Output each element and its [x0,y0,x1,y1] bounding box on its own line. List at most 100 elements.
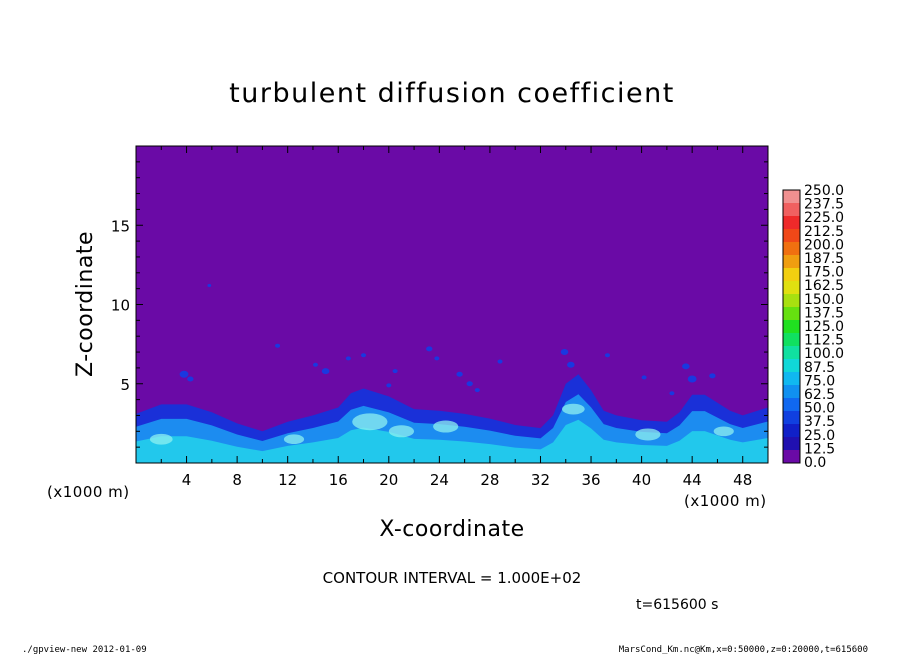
high-value-streak [635,428,661,441]
x-axis-ticks: 4 8 12 16 20 24 28 32 36 40 44 48 [160,146,752,489]
eddy-blob [275,343,281,348]
contour-interval-label: CONTOUR INTERVAL = 1.000E+02 [323,569,582,587]
colorbar-swatch [783,385,800,399]
eddy-blob [669,391,675,396]
eddy-blob [207,283,212,287]
x-axis-title: X-coordinate [379,517,524,542]
eddy-blob [560,349,569,356]
colorbar-frame [782,189,801,464]
x-tick-label: 12 [278,471,297,489]
colorbar-swatch [783,424,800,438]
colorbar-swatch [783,333,800,347]
colorbar-label: 200.0 [804,237,844,253]
eddy-blob [434,356,440,361]
high-value-streak [562,403,585,415]
x-tick-label: 36 [581,471,600,489]
colorbar-swatch [783,450,800,464]
x-tick-label: 20 [379,471,398,489]
high-value-streak [713,426,734,437]
eddy-blob [321,368,330,375]
colorbar-label: 25.0 [804,428,835,444]
colorbar-label: 12.5 [804,441,835,457]
colorbar: 250.0237.5225.0212.5200.0187.5175.0162.5… [782,183,844,471]
colorbar-label: 237.5 [804,197,844,213]
eddy-blob [466,381,473,387]
eddy-blob [392,369,398,374]
y-axis-ticks: 5 10 15 [111,161,768,448]
colorbar-swatch [783,294,800,308]
colorbar-label: 225.0 [804,210,844,226]
x-tick-label: 32 [531,471,550,489]
footer-program: ./gpview-new 2012-01-09 [22,645,147,654]
eddy-blob [426,346,433,352]
eddy-blob [345,356,351,361]
eddy-blob [567,361,575,368]
eddy-blob [456,371,463,377]
colorbar-label: 87.5 [804,360,835,376]
scattered-eddies [149,283,734,445]
eddy-blob [604,353,610,358]
eddy-blob [474,388,480,393]
colorbar-label: 112.5 [804,333,844,349]
colorbar-label: 250.0 [804,183,844,199]
time-label: t=615600 s [636,597,718,613]
eddy-blob [709,373,716,379]
colorbar-label: 100.0 [804,346,844,362]
colorbar-swatch [783,268,800,282]
colorbar-swatch [783,346,800,360]
colorbar-label: 212.5 [804,224,844,240]
y-tick-label: 15 [111,217,130,235]
colorbar-label: 187.5 [804,251,844,267]
colorbar-label: 175.0 [804,265,844,281]
x-tick-label: 4 [182,471,192,489]
colorbar-swatch [783,359,800,373]
colorbar-label: 50.0 [804,401,835,417]
colorbar-swatch [783,216,800,230]
x-tick-label: 40 [632,471,651,489]
colorbar-swatch [783,307,800,321]
x-tick-label: 44 [683,471,702,489]
colorbar-swatch [783,437,800,451]
y-axis-title: Z-coordinate [73,231,98,377]
footer-source: MarsCond_Km.nc@Km,x=0:50000,z=0:20000,t=… [619,645,868,654]
colorbar-swatch [783,203,800,217]
eddy-blob [187,376,194,382]
eddy-blob [687,375,697,383]
high-value-streak [283,434,305,445]
x-tick-label: 8 [232,471,242,489]
colorbar-swatch [783,229,800,243]
x-tick-label: 48 [733,471,752,489]
y-tick-label: 5 [120,376,130,394]
x-unit-right: (x1000 m) [684,492,767,510]
high-value-streak [352,413,388,431]
colorbar-swatch [783,411,800,425]
colorbar-label: 62.5 [804,387,835,403]
colorbar-label: 75.0 [804,373,835,389]
plot-background [136,146,768,463]
high-value-streak [388,425,415,438]
boundary-layer-inner [136,419,768,463]
colorbar-label: 0.0 [804,455,826,471]
colorbar-swatch [783,190,800,204]
x-tick-label: 16 [329,471,348,489]
colorbar-label: 162.5 [804,278,844,294]
x-tick-label: 28 [480,471,499,489]
eddy-blob [497,359,503,364]
eddy-blob [682,363,690,370]
eddy-blob [179,370,189,378]
colorbar-label: 150.0 [804,292,844,308]
eddy-blob [312,362,319,367]
x-tick-label: 24 [430,471,449,489]
colorbar-swatch [783,398,800,412]
chart-title: turbulent diffusion coefficient [229,78,675,109]
colorbar-label: 137.5 [804,305,844,321]
x-unit-left: (x1000 m) [47,483,130,501]
colorbar-label: 37.5 [804,414,835,430]
high-value-streak [433,420,459,433]
colorbar-label: 125.0 [804,319,844,335]
colorbar-swatch [783,281,800,295]
y-tick-label: 10 [111,297,130,315]
colorbar-swatch [783,320,800,334]
colorbar-swatch [783,255,800,269]
